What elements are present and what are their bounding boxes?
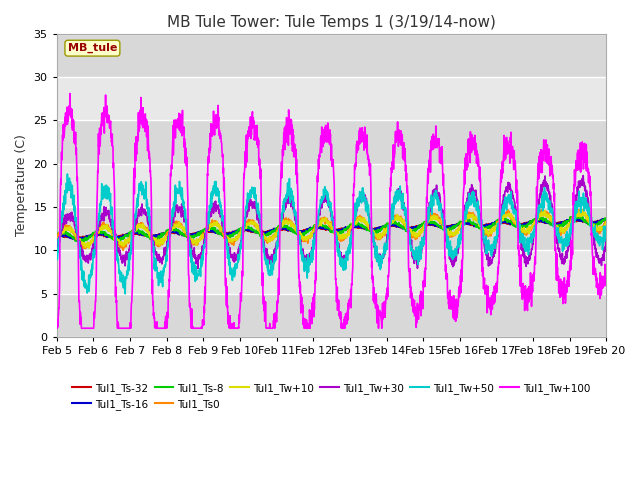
Bar [57, 34, 606, 77]
Y-axis label: Temperature (C): Temperature (C) [15, 134, 28, 236]
Bar [57, 120, 606, 164]
Bar [57, 164, 606, 207]
Text: MB_tule: MB_tule [68, 43, 117, 53]
Bar [57, 77, 606, 120]
Legend: Tul1_Ts-32, Tul1_Ts-16, Tul1_Ts-8, Tul1_Ts0, Tul1_Tw+10, Tul1_Tw+30, Tul1_Tw+50,: Tul1_Ts-32, Tul1_Ts-16, Tul1_Ts-8, Tul1_… [68, 378, 595, 414]
Bar [57, 207, 606, 251]
Bar [57, 251, 606, 294]
Bar [57, 294, 606, 337]
Title: MB Tule Tower: Tule Temps 1 (3/19/14-now): MB Tule Tower: Tule Temps 1 (3/19/14-now… [167, 15, 496, 30]
